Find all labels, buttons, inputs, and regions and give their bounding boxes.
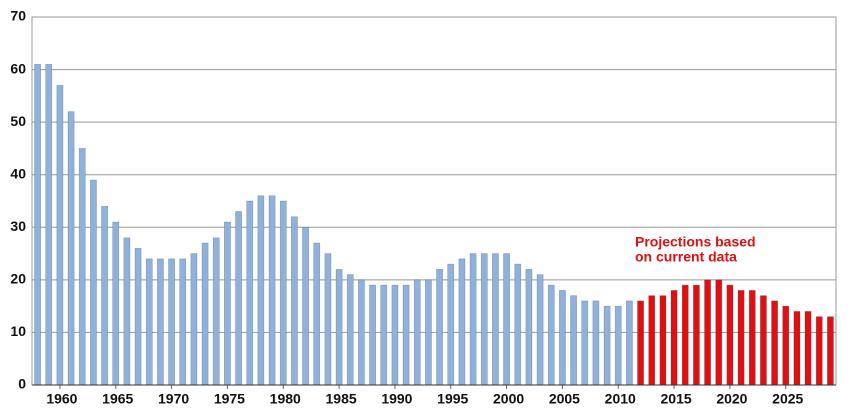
y-tick-label: 0 [18, 376, 26, 392]
x-tick-label: 2025 [772, 391, 803, 407]
bar [514, 263, 522, 386]
y-tick-label: 30 [10, 218, 26, 234]
bar [246, 200, 254, 386]
bar [827, 316, 834, 386]
bar [704, 279, 711, 386]
bar [804, 311, 812, 386]
bar [179, 258, 187, 386]
bar [413, 279, 421, 386]
bar [570, 295, 577, 386]
bar [525, 269, 533, 386]
bar [190, 253, 198, 386]
bar [78, 148, 86, 386]
bar [547, 284, 555, 386]
bar [693, 284, 700, 386]
bar [335, 269, 343, 386]
bar [134, 248, 142, 386]
bar [648, 295, 656, 386]
bar [771, 300, 778, 386]
bar [324, 253, 332, 386]
x-tick-label: 2005 [549, 391, 580, 407]
bar [369, 284, 376, 386]
bar [637, 300, 644, 386]
bar [614, 305, 622, 386]
bar [157, 258, 164, 386]
bar [391, 284, 399, 386]
bar [503, 253, 510, 386]
x-tick-label: 1960 [46, 391, 77, 407]
bar [726, 284, 734, 386]
bar [748, 290, 756, 386]
bar [302, 226, 309, 386]
y-tick-label: 60 [10, 60, 26, 76]
bar [235, 211, 242, 386]
y-tick-label: 10 [10, 323, 26, 339]
bar [212, 237, 220, 386]
bar [168, 258, 175, 386]
bar [257, 195, 265, 386]
bar [224, 221, 231, 386]
bar [145, 258, 153, 386]
bar [425, 279, 432, 386]
bar [815, 316, 823, 386]
bar [715, 279, 723, 386]
x-tick-label: 1970 [158, 391, 189, 407]
x-tick-label: 2020 [716, 391, 747, 407]
bar [201, 242, 209, 386]
y-tick-label: 40 [10, 165, 26, 181]
bar [592, 300, 600, 386]
x-tick-label: 1985 [326, 391, 357, 407]
bar [782, 305, 790, 386]
y-tick-label: 50 [10, 113, 26, 129]
x-tick-label: 1980 [270, 391, 301, 407]
bar [90, 179, 97, 386]
bar [101, 205, 108, 386]
bar [279, 200, 287, 386]
bar [536, 274, 544, 386]
x-tick-label: 1995 [437, 391, 468, 407]
x-tick-label: 1965 [102, 391, 133, 407]
x-tick-label: 1975 [214, 391, 245, 407]
bar [659, 295, 667, 386]
bar [346, 274, 354, 386]
bar [123, 237, 131, 386]
bar [380, 284, 388, 386]
y-tick-label: 20 [10, 271, 26, 287]
bar [603, 305, 611, 386]
bar [626, 300, 633, 386]
y-tick-label: 70 [10, 8, 26, 24]
bar [458, 258, 466, 386]
bar [469, 253, 477, 386]
bar [436, 269, 443, 386]
bar [670, 290, 678, 386]
bar [447, 263, 455, 386]
x-tick-label: 2010 [605, 391, 636, 407]
x-tick-label: 1990 [381, 391, 412, 407]
bar [681, 284, 689, 386]
annotation: Projections based [635, 234, 756, 250]
bar [34, 64, 41, 386]
x-tick-label: 2000 [493, 391, 524, 407]
bar [581, 300, 589, 386]
bar [45, 64, 53, 386]
bar [291, 216, 298, 386]
bar [56, 85, 64, 386]
bar [492, 253, 499, 386]
bar [358, 279, 365, 386]
bar [268, 195, 276, 386]
bar [559, 290, 566, 386]
bar [737, 290, 745, 386]
bar [313, 242, 321, 386]
plot-area [31, 16, 837, 386]
bar [480, 253, 488, 386]
bar [402, 284, 410, 386]
bar [67, 111, 75, 386]
annotation: on current data [635, 249, 737, 265]
bar [760, 295, 767, 386]
bar [112, 221, 120, 386]
bar [793, 311, 801, 386]
x-tick-label: 2015 [661, 391, 692, 407]
